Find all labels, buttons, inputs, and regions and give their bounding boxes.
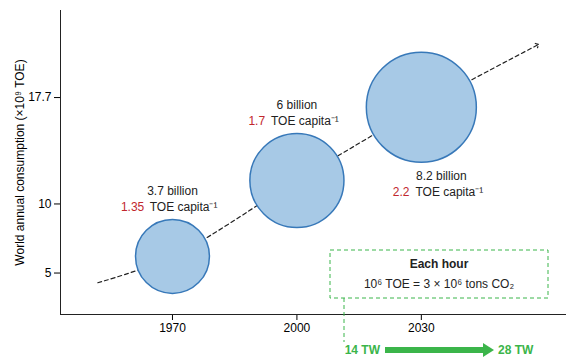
svg-text:3.7 billion: 3.7 billion <box>147 184 198 198</box>
svg-text:1.35: 1.35 <box>121 200 145 214</box>
svg-text:2000: 2000 <box>284 321 311 335</box>
svg-text:17.7: 17.7 <box>28 90 52 104</box>
svg-text:2030: 2030 <box>408 321 435 335</box>
svg-text:Each hour: Each hour <box>410 257 469 271</box>
svg-text:TOE capita⁻¹: TOE capita⁻¹ <box>271 114 339 128</box>
svg-text:1.7: 1.7 <box>248 114 265 128</box>
svg-text:8.2 billion: 8.2 billion <box>416 169 467 183</box>
svg-text:TOE capita⁻¹: TOE capita⁻¹ <box>415 185 483 199</box>
svg-text:28 TW: 28 TW <box>498 343 534 357</box>
svg-text:World annual consumption (×10⁹: World annual consumption (×10⁹ TOE) <box>13 59 27 265</box>
svg-text:TOE capita⁻¹: TOE capita⁻¹ <box>150 200 218 214</box>
svg-text:10⁶ TOE = 3 × 10⁶ tons CO₂: 10⁶ TOE = 3 × 10⁶ tons CO₂ <box>364 277 515 291</box>
svg-text:1970: 1970 <box>159 321 186 335</box>
svg-text:5: 5 <box>45 266 52 280</box>
svg-text:6 billion: 6 billion <box>277 98 318 112</box>
svg-text:14 TW: 14 TW <box>345 343 381 357</box>
svg-text:2.2: 2.2 <box>393 185 410 199</box>
svg-text:10: 10 <box>38 197 52 211</box>
